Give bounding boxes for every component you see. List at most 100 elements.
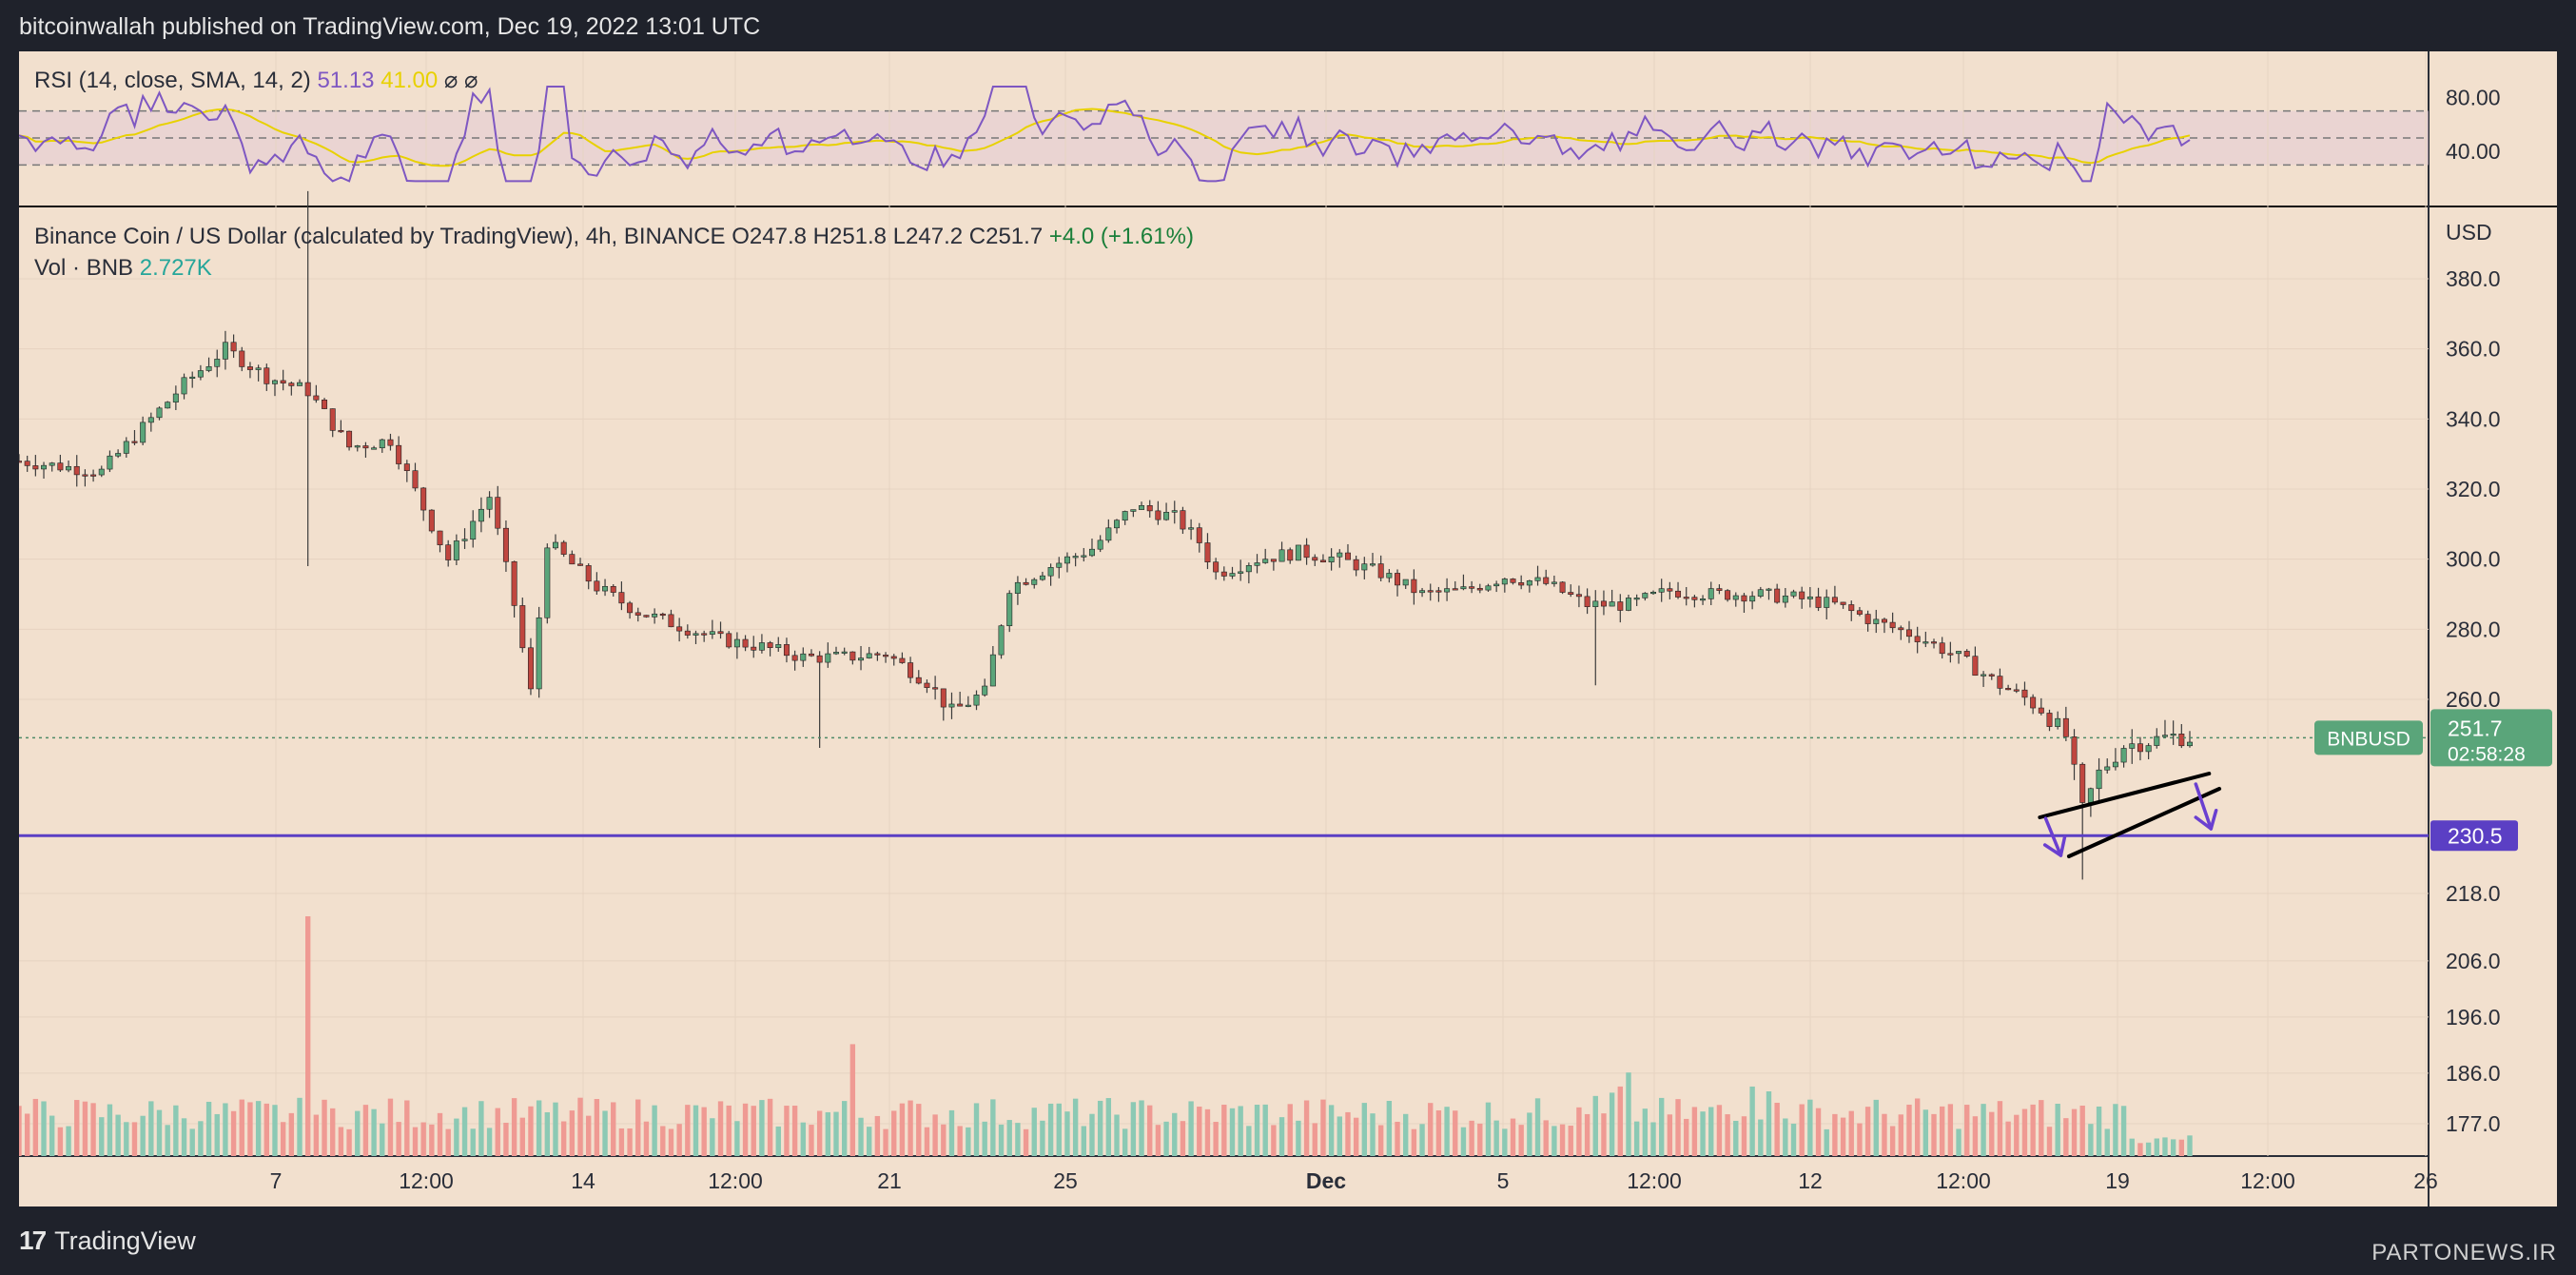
candle-body[interactable] [899, 657, 906, 663]
candle-body[interactable] [1238, 571, 1244, 574]
candle-body[interactable] [445, 544, 452, 560]
candle-body[interactable] [1864, 614, 1871, 624]
candle-body[interactable] [1444, 588, 1451, 593]
candle-body[interactable] [1518, 582, 1525, 586]
candle-body[interactable] [1584, 596, 1590, 607]
candle-body[interactable] [288, 382, 295, 386]
candle-body[interactable] [2030, 696, 2037, 709]
candle-body[interactable] [1981, 674, 1987, 677]
candle-body[interactable] [767, 642, 773, 649]
candle-body[interactable] [742, 638, 749, 648]
candle-body[interactable] [19, 461, 22, 463]
last-price-badge[interactable] [2430, 709, 2552, 767]
candle-body[interactable] [1806, 596, 1813, 599]
candle-body[interactable] [1377, 563, 1384, 579]
candle-body[interactable] [1667, 588, 1673, 592]
candle-body[interactable] [849, 651, 856, 661]
candle-body[interactable] [461, 539, 468, 541]
candle-body[interactable] [73, 465, 80, 476]
candle-body[interactable] [1543, 577, 1550, 584]
candle-body[interactable] [379, 439, 385, 449]
candle-body[interactable] [808, 653, 814, 657]
candle-body[interactable] [428, 509, 435, 532]
candle-body[interactable] [890, 656, 897, 659]
candle-body[interactable] [998, 625, 1005, 656]
candle-body[interactable] [618, 592, 625, 604]
candle-body[interactable] [2170, 734, 2176, 736]
candle-body[interactable] [1402, 579, 1409, 586]
candle-body[interactable] [1337, 552, 1343, 558]
candle-body[interactable] [329, 408, 336, 431]
candle-body[interactable] [280, 380, 286, 383]
candle-body[interactable] [940, 688, 946, 708]
candle-body[interactable] [453, 540, 459, 560]
candle-body[interactable] [246, 366, 253, 370]
candle-body[interactable] [1262, 559, 1269, 563]
candle-body[interactable] [1939, 642, 1945, 655]
candle-body[interactable] [1105, 527, 1112, 541]
candle-body[interactable] [2161, 735, 2168, 737]
candle-body[interactable] [1741, 595, 1747, 602]
candle-body[interactable] [948, 703, 955, 708]
candle-body[interactable] [214, 359, 221, 367]
candle-body[interactable] [511, 560, 517, 606]
candle-body[interactable] [1831, 597, 1838, 603]
candle-body[interactable] [1122, 511, 1128, 521]
candle-body[interactable] [1081, 555, 1087, 558]
candle-body[interactable] [1229, 573, 1236, 577]
candle-body[interactable] [57, 462, 64, 471]
candle-body[interactable] [1088, 548, 1095, 557]
candle-body[interactable] [181, 377, 187, 395]
candle-body[interactable] [1551, 581, 1557, 584]
candle-body[interactable] [495, 497, 501, 529]
candle-body[interactable] [1146, 505, 1153, 512]
candle-body[interactable] [1469, 586, 1475, 589]
candle-body[interactable] [1171, 510, 1178, 513]
candle-body[interactable] [1319, 559, 1326, 563]
wedge-lower-line[interactable] [2066, 787, 2222, 858]
candle-body[interactable] [1881, 618, 1887, 623]
candle-body[interactable] [1196, 527, 1202, 543]
candle-body[interactable] [733, 638, 740, 648]
candle-body[interactable] [569, 554, 576, 565]
candle-body[interactable] [1658, 588, 1665, 593]
candle-body[interactable] [1997, 676, 2003, 689]
candle-body[interactable] [858, 657, 865, 661]
candle-body[interactable] [1790, 591, 1797, 597]
candle-body[interactable] [1625, 598, 1631, 611]
candle-body[interactable] [1617, 601, 1624, 611]
candle-body[interactable] [1683, 597, 1689, 599]
arrow-down-right[interactable] [2194, 782, 2214, 831]
candle-body[interactable] [701, 633, 708, 636]
chart-frame[interactable]: 80.00 40.00 380.0 360.0 340.0 320.0 300.0 280.0… [19, 51, 2557, 1206]
candle-body[interactable] [1988, 674, 1995, 677]
candle-body[interactable] [1213, 561, 1220, 573]
candle-body[interactable] [1774, 588, 1781, 603]
candle-body[interactable] [1898, 627, 1904, 631]
candle-body[interactable] [726, 633, 732, 648]
candle-body[interactable] [2079, 763, 2086, 803]
candle-body[interactable] [90, 474, 97, 477]
candle-body[interactable] [1014, 581, 1021, 594]
candle-body[interactable] [1922, 641, 1929, 644]
candle-body[interactable] [1675, 590, 1682, 598]
candle-body[interactable] [24, 461, 30, 466]
candle-body[interactable] [1757, 589, 1764, 597]
candle-body[interactable] [825, 653, 831, 663]
tradingview-logo[interactable]: 17 TradingView [19, 1226, 196, 1256]
candle-body[interactable] [1056, 562, 1063, 568]
candle-body[interactable] [1824, 597, 1830, 608]
candle-body[interactable] [1815, 596, 1822, 608]
candle-body[interactable] [239, 350, 245, 367]
candle-body[interactable] [304, 382, 311, 397]
candle-body[interactable] [1642, 593, 1649, 598]
candle-body[interactable] [478, 508, 484, 522]
candle-body[interactable] [41, 464, 48, 470]
candle-body[interactable] [1526, 580, 1532, 586]
candle-body[interactable] [371, 447, 378, 450]
candle-body[interactable] [1485, 585, 1492, 591]
candle-body[interactable] [1006, 593, 1013, 627]
candle-body[interactable] [577, 563, 584, 566]
candle-body[interactable] [932, 687, 939, 690]
support-badge[interactable] [2430, 820, 2518, 852]
